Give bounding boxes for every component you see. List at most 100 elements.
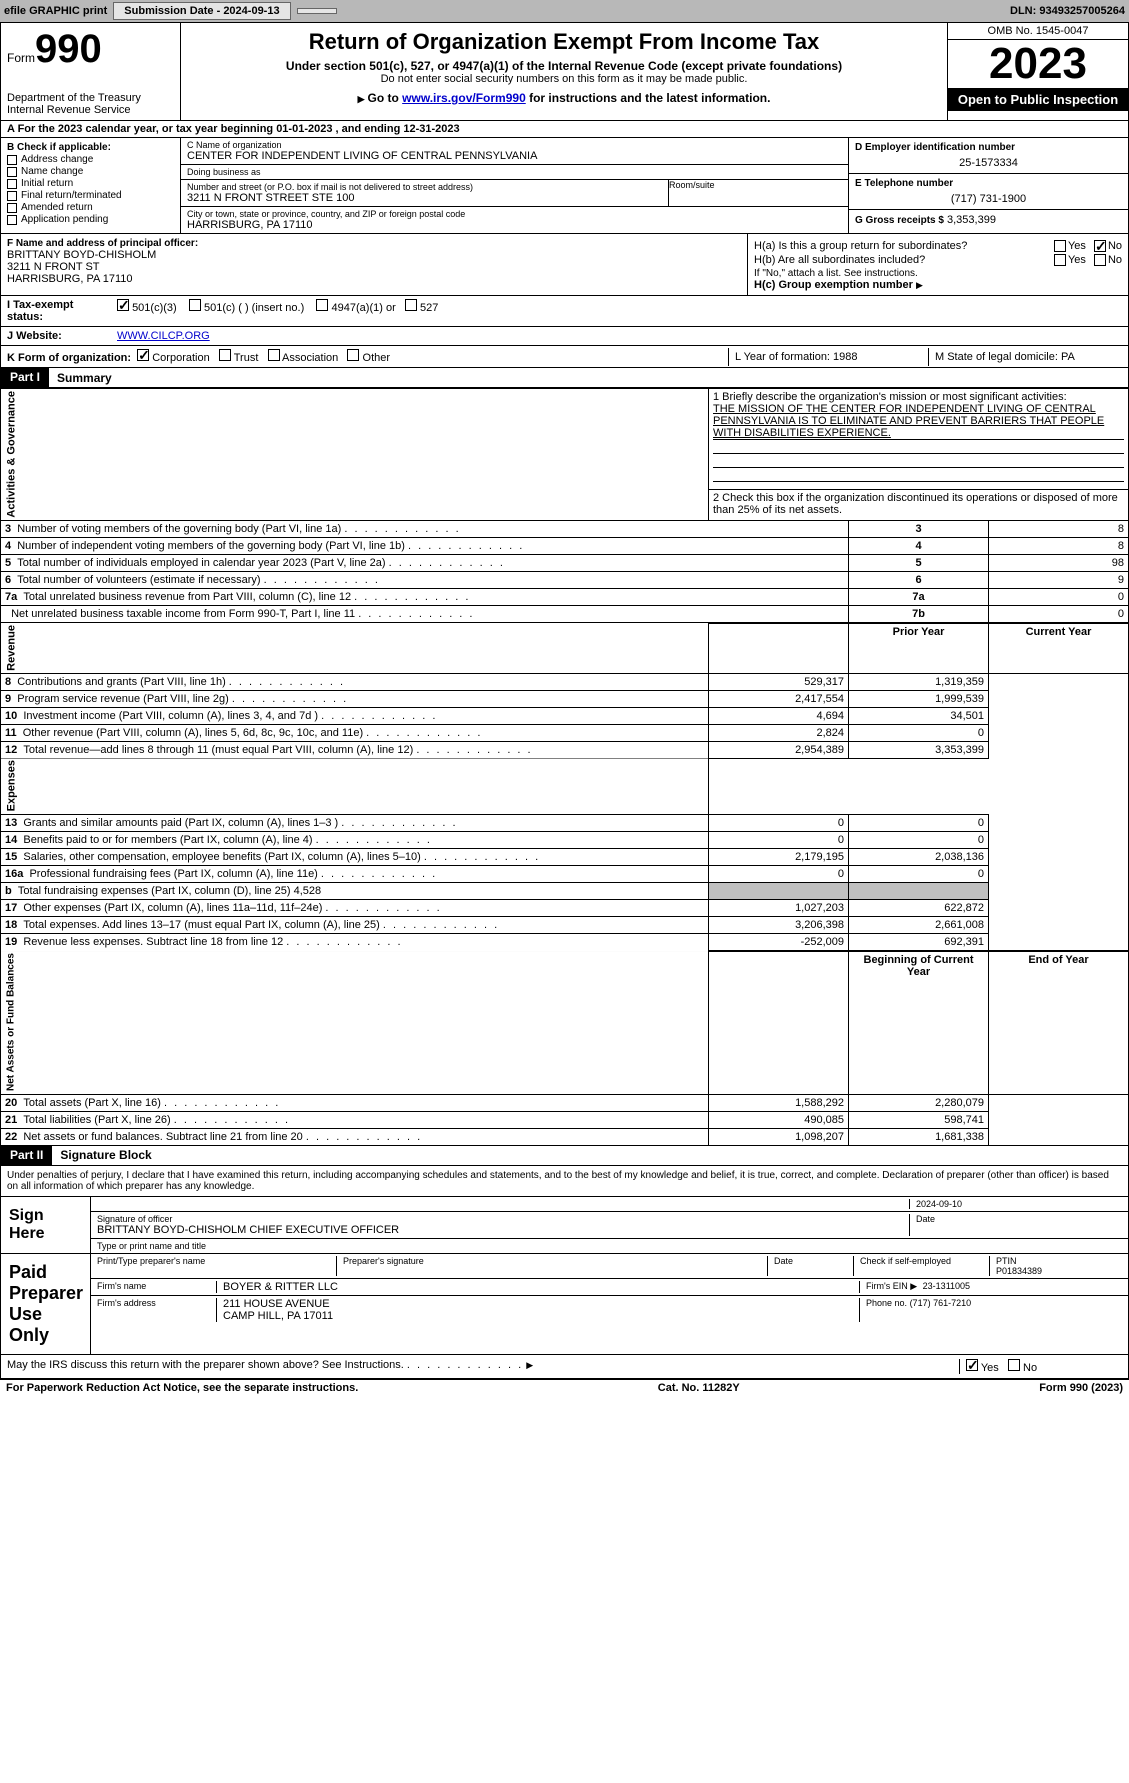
line-desc: 12 Total revenue—add lines 8 through 11 … — [1, 741, 709, 758]
checkbox-icon[interactable] — [7, 191, 17, 201]
prior-val: 2,179,195 — [709, 849, 849, 866]
blank-button[interactable] — [297, 8, 337, 14]
prior-val: 0 — [709, 815, 849, 832]
line-val: 98 — [989, 554, 1129, 571]
firm-addr2: CAMP HILL, PA 17011 — [223, 1310, 853, 1322]
line-desc: 6 Total number of volunteers (estimate i… — [1, 571, 849, 588]
curr-val: 0 — [849, 866, 989, 883]
sig-officer-name: BRITTANY BOYD-CHISHOLM CHIEF EXECUTIVE O… — [97, 1224, 903, 1236]
submission-date-button[interactable]: Submission Date - 2024-09-13 — [113, 2, 290, 20]
discuss-question: May the IRS discuss this return with the… — [7, 1359, 960, 1374]
colb-option: Initial return — [7, 178, 174, 189]
527-checkbox[interactable] — [405, 299, 417, 311]
colb-option: Name change — [7, 166, 174, 177]
irs-link[interactable]: www.irs.gov/Form990 — [402, 91, 526, 105]
form-ssn-note: Do not enter social security numbers on … — [189, 73, 939, 85]
prior-val: 0 — [709, 832, 849, 849]
curr-val — [849, 883, 989, 900]
4947-checkbox[interactable] — [316, 299, 328, 311]
j-label: J Website: — [1, 327, 111, 345]
prior-year-header: Prior Year — [849, 623, 989, 674]
omb-number: OMB No. 1545-0047 — [948, 23, 1128, 40]
line-desc: 7a Total unrelated business revenue from… — [1, 588, 849, 605]
curr-val: 622,872 — [849, 900, 989, 917]
form-word: Form — [7, 51, 35, 65]
end-year-header: End of Year — [989, 951, 1129, 1094]
i-label: I Tax-exempt status: — [1, 296, 111, 326]
other-checkbox[interactable] — [347, 349, 359, 361]
curr-val: 3,353,399 — [849, 741, 989, 758]
prior-val: 1,588,292 — [709, 1094, 849, 1111]
hb-no-checkbox[interactable] — [1094, 254, 1106, 266]
hb-yes-checkbox[interactable] — [1054, 254, 1066, 266]
sig-date: 2024-09-10 — [916, 1199, 1116, 1209]
website-link[interactable]: WWW.CILCP.ORG — [117, 330, 210, 342]
page-footer: For Paperwork Reduction Act Notice, see … — [0, 1379, 1129, 1396]
line-key: 7b — [849, 605, 989, 623]
irs-label: Internal Revenue Service — [7, 104, 174, 116]
ha-yes-checkbox[interactable] — [1054, 240, 1066, 252]
line-key: 5 — [849, 554, 989, 571]
line-desc: b Total fundraising expenses (Part IX, c… — [1, 883, 709, 900]
trust-checkbox[interactable] — [219, 349, 231, 361]
sign-here-label: Sign Here — [1, 1197, 91, 1253]
begin-year-header: Beginning of Current Year — [849, 951, 989, 1094]
phone-label: E Telephone number — [855, 178, 1122, 189]
assoc-checkbox[interactable] — [268, 349, 280, 361]
sig-officer-label: Signature of officer — [97, 1214, 903, 1224]
ha-no-checkbox[interactable] — [1094, 240, 1106, 252]
line-key: 6 — [849, 571, 989, 588]
dln-label: DLN: 93493257005264 — [1010, 5, 1125, 17]
501c3-checkbox[interactable] — [117, 299, 129, 311]
curr-val: 0 — [849, 832, 989, 849]
curr-val: 1,999,539 — [849, 690, 989, 707]
officer-name: BRITTANY BOYD-CHISHOLM — [7, 249, 741, 261]
line2: 2 Check this box if the organization dis… — [709, 490, 1129, 521]
row-j: J Website: WWW.CILCP.ORG — [0, 327, 1129, 346]
side-ag: Activities & Governance — [1, 389, 709, 521]
form-header: Form990 Department of the Treasury Inter… — [0, 22, 1129, 121]
form-title: Return of Organization Exempt From Incom… — [189, 29, 939, 55]
line-desc: 20 Total assets (Part X, line 16) — [1, 1094, 709, 1111]
perjury-declaration: Under penalties of perjury, I declare th… — [1, 1166, 1128, 1197]
identity-block: B Check if applicable: Address changeNam… — [0, 138, 1129, 234]
prep-sig-label: Preparer's signature — [343, 1256, 768, 1276]
501c-checkbox[interactable] — [189, 299, 201, 311]
ptin-value: P01834389 — [996, 1266, 1110, 1276]
line-key: 4 — [849, 537, 989, 554]
firm-addr1: 211 HOUSE AVENUE — [223, 1298, 853, 1310]
firm-name-label: Firm's name — [97, 1281, 217, 1293]
ptin-label: PTIN — [996, 1256, 1110, 1266]
side-na: Net Assets or Fund Balances — [1, 951, 709, 1094]
prior-val: 2,824 — [709, 724, 849, 741]
checkbox-icon[interactable] — [7, 215, 17, 225]
part2-header: Part II — [1, 1146, 52, 1165]
checkbox-icon[interactable] — [7, 167, 17, 177]
line-desc: 17 Other expenses (Part IX, column (A), … — [1, 900, 709, 917]
col-b-title: B Check if applicable: — [7, 142, 174, 153]
corp-checkbox[interactable] — [137, 349, 149, 361]
prior-val: 4,694 — [709, 707, 849, 724]
goto-prefix: Go to — [358, 91, 403, 105]
form-number: 990 — [35, 27, 102, 71]
dba-label: Doing business as — [187, 167, 842, 177]
sig-date-label: Date — [916, 1214, 1116, 1236]
line1-label: 1 Briefly describe the organization's mi… — [713, 391, 1124, 403]
line-desc: 22 Net assets or fund balances. Subtract… — [1, 1128, 709, 1145]
discuss-no-checkbox[interactable] — [1008, 1359, 1020, 1371]
part2-title: Signature Block — [52, 1148, 151, 1162]
firm-ein-label: Firm's EIN — [866, 1281, 908, 1291]
firm-addr-label: Firm's address — [97, 1298, 217, 1322]
checkbox-icon[interactable] — [7, 155, 17, 165]
checkbox-icon[interactable] — [7, 179, 17, 189]
curr-val: 2,280,079 — [849, 1094, 989, 1111]
ein-label: D Employer identification number — [855, 142, 1122, 153]
ein-value: 25-1573334 — [855, 153, 1122, 169]
colb-option: Amended return — [7, 202, 174, 213]
prior-val: 2,417,554 — [709, 690, 849, 707]
checkbox-icon[interactable] — [7, 203, 17, 213]
city-value: HARRISBURG, PA 17110 — [187, 219, 842, 231]
discuss-yes-checkbox[interactable] — [966, 1359, 978, 1371]
prior-val: 2,954,389 — [709, 741, 849, 758]
curr-val: 0 — [849, 815, 989, 832]
